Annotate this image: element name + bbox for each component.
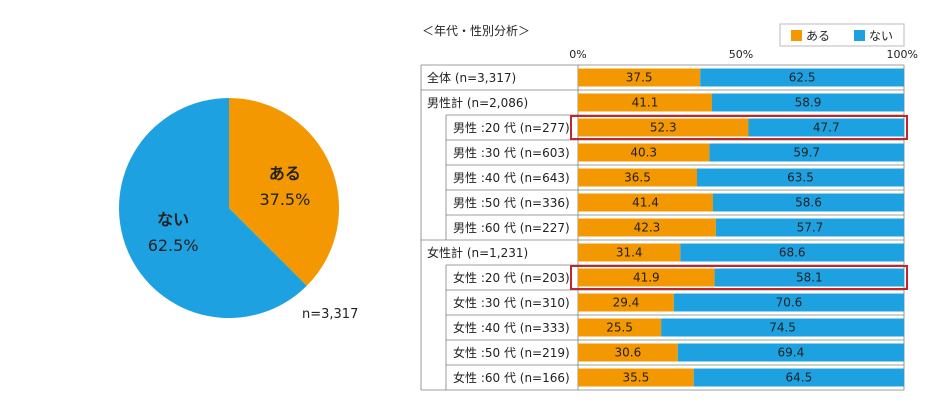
data-label-aru: 41.4 (632, 196, 659, 210)
data-label-aru: 35.5 (623, 371, 650, 385)
data-label-nai: 59.7 (793, 146, 820, 160)
bar-segment-nai (748, 118, 904, 137)
bar-segment-nai (700, 68, 904, 87)
data-label-aru: 41.9 (633, 271, 660, 285)
data-label-aru: 36.5 (624, 171, 651, 185)
category-label: 男性 :30 代 (n=603) (453, 146, 570, 160)
data-label-aru: 29.4 (613, 296, 640, 310)
bar-segment-nai (677, 343, 904, 362)
bar-segment-nai (673, 293, 904, 312)
bar-segment-aru (578, 268, 715, 287)
legend-swatch (854, 30, 865, 41)
bar-segment-aru (578, 293, 674, 312)
bar-segment-aru (578, 243, 681, 262)
bar-segment-nai (712, 193, 904, 212)
data-label-aru: 37.5 (626, 71, 653, 85)
data-label-nai: 58.6 (795, 196, 822, 210)
bar-segment-nai (711, 93, 904, 112)
data-label-nai: 70.6 (776, 296, 803, 310)
category-label: 女性 :60 代 (n=166) (453, 370, 570, 385)
category-label: 男性 :40 代 (n=643) (453, 171, 570, 185)
bar-segment-nai (661, 318, 904, 337)
data-label-nai: 68.6 (779, 246, 806, 260)
data-label-aru: 25.5 (606, 321, 633, 335)
data-label-nai: 62.5 (789, 71, 816, 85)
axis-tick-label: 50% (729, 48, 753, 61)
pie-slice-label: ある (269, 164, 301, 183)
category-label: 女性 :50 代 (n=219) (453, 345, 570, 360)
data-label-aru: 30.6 (615, 346, 642, 360)
bar-segment-aru (578, 168, 697, 187)
category-label: 女性計 (n=1,231) (427, 245, 528, 260)
data-label-aru: 40.3 (630, 146, 657, 160)
highlight-box (570, 265, 908, 290)
pie-chart: ある 37.5% ない 62.5% n=3,317 (118, 98, 358, 322)
category-label: 全体 (n=3,317) (427, 70, 516, 85)
bar-segment-nai (714, 268, 904, 287)
bar-segment-aru (578, 118, 749, 137)
category-label: 男性 :50 代 (n=336) (453, 196, 570, 210)
category-label: 女性 :20 代 (n=203) (453, 270, 570, 285)
bar-segment-aru (578, 143, 710, 162)
data-label-nai: 47.7 (813, 121, 840, 135)
bar-segment-nai (696, 168, 904, 187)
bar-segment-nai (693, 368, 904, 387)
pie-slice-label: ない (157, 210, 189, 229)
pie-sample-size: n=3,317 (302, 307, 358, 322)
category-label: 男性 :60 代 (n=227) (453, 221, 570, 235)
data-label-aru: 42.3 (634, 221, 661, 235)
bar-chart-title: ＜年代・性別分析＞ (422, 24, 530, 38)
bar-segment-aru (578, 68, 701, 87)
category-label: 男性計 (n=2,086) (427, 95, 528, 110)
axis-tick-label: 100% (887, 48, 918, 61)
pie-slice-value: 62.5% (148, 236, 199, 255)
data-label-nai: 58.1 (796, 271, 823, 285)
category-label: 女性 :30 代 (n=310) (453, 295, 570, 310)
bar-segment-aru (578, 318, 662, 337)
bar-segment-aru (578, 218, 716, 237)
data-label-nai: 63.5 (787, 171, 814, 185)
pie-slice-value: 37.5% (259, 190, 310, 209)
pie-slice (118, 98, 307, 319)
legend-box (779, 23, 905, 47)
bar-segment-aru (578, 93, 712, 112)
category-label: 男性 :20 代 (n=277) (453, 121, 570, 135)
legend-label: ない (869, 29, 893, 43)
legend-swatch (791, 30, 802, 41)
bar-segment-nai (709, 143, 904, 162)
axis-tick-label: 0% (569, 48, 586, 61)
bar-segment-aru (578, 343, 678, 362)
data-label-aru: 41.1 (632, 96, 659, 110)
legend-label: ある (806, 29, 830, 43)
bar-segment-nai (715, 218, 904, 237)
bar-segment-nai (680, 243, 904, 262)
category-label: 女性 :40 代 (n=333) (453, 320, 570, 335)
data-label-nai: 64.5 (786, 371, 813, 385)
data-label-aru: 31.4 (616, 246, 643, 260)
bar-segment-aru (578, 193, 713, 212)
data-label-nai: 57.7 (797, 221, 824, 235)
pie-slice (229, 98, 339, 286)
bar-segment-aru (578, 368, 694, 387)
stacked-bar-chart: ＜年代・性別分析＞ ある ない 0% 50% 100% 全体 (n=3,317) 37.5 62… (420, 23, 918, 391)
data-label-aru: 52.3 (650, 121, 677, 135)
data-label-nai: 74.5 (769, 321, 796, 335)
highlight-box (570, 115, 908, 140)
data-label-nai: 69.4 (778, 346, 805, 360)
data-label-nai: 58.9 (795, 96, 822, 110)
